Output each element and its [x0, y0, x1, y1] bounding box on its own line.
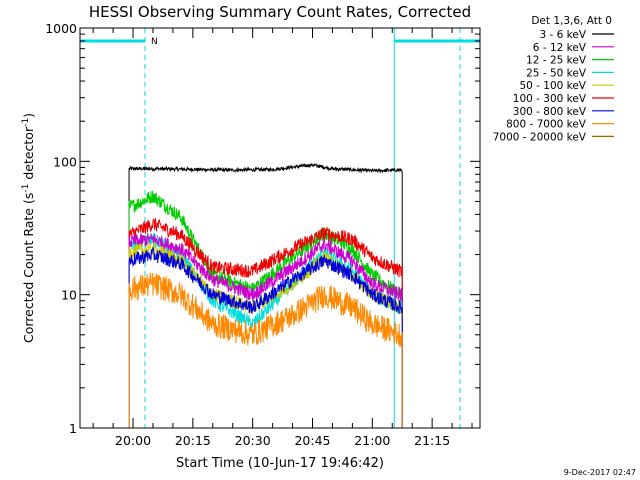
series-line	[128, 190, 403, 428]
y-tick-label: 1000	[45, 21, 77, 36]
x-tick-label: 21:00	[354, 433, 390, 448]
legend-entry-label: 3 - 6 keV	[539, 29, 586, 41]
x-tick-label: 20:15	[175, 433, 211, 448]
x-tick-label: 20:45	[294, 433, 330, 448]
legend-entry-label: 50 - 100 keV	[519, 80, 586, 92]
y-tick-label: 1	[69, 421, 77, 436]
series-line	[128, 242, 403, 428]
y-tick-label: 100	[53, 154, 77, 169]
legend-header: Det 1,3,6, Att 0	[531, 15, 612, 27]
x-tick-label: 21:15	[414, 433, 450, 448]
y-axis-label-sup1: -1	[21, 184, 31, 193]
x-tick-label: 20:00	[115, 433, 151, 448]
legend-entry-label: 100 - 300 keV	[513, 93, 587, 105]
y-axis-label: Corrected Count Rate (s-1 detector-1)	[21, 113, 36, 343]
series-line	[128, 233, 403, 428]
legend-entry-label: 800 - 7000 keV	[506, 119, 587, 131]
y-axis-label-pre: Corrected Count Rate (s	[21, 193, 36, 343]
x-axis: 20:00 20:15 20:30 20:45 21:00 21:15	[92, 28, 473, 448]
saa-flag-label: N	[151, 37, 158, 47]
chart-title: HESSI Observing Summary Count Rates, Cor…	[89, 3, 471, 21]
y-axis-label-sup2: -1	[21, 118, 31, 127]
y-tick-label: 10	[61, 288, 77, 303]
legend-entry-label: 7000 - 20000 keV	[493, 131, 587, 143]
series-line	[128, 272, 403, 428]
y-axis-label-mid: detector	[21, 126, 36, 184]
plot-area: N	[79, 28, 480, 428]
x-tick-label: 20:30	[235, 433, 271, 448]
series-line	[128, 163, 403, 428]
series-line	[128, 245, 403, 428]
y-axis: 1 10 100 1000	[45, 21, 480, 436]
legend-entry-label: 12 - 25 keV	[526, 55, 587, 67]
legend-entry-label: 25 - 50 keV	[526, 67, 587, 79]
date-stamp: 9-Dec-2017 02:47	[564, 468, 636, 477]
legend-entry-label: 300 - 800 keV	[513, 106, 587, 118]
series-line	[128, 217, 403, 428]
y-axis-label-post: )	[21, 113, 36, 118]
x-axis-label: Start Time (10-Jun-17 19:46:42)	[176, 456, 384, 471]
plot-frame	[79, 27, 481, 429]
legend-entry-label: 6 - 12 keV	[533, 42, 587, 54]
series-line	[128, 233, 403, 428]
